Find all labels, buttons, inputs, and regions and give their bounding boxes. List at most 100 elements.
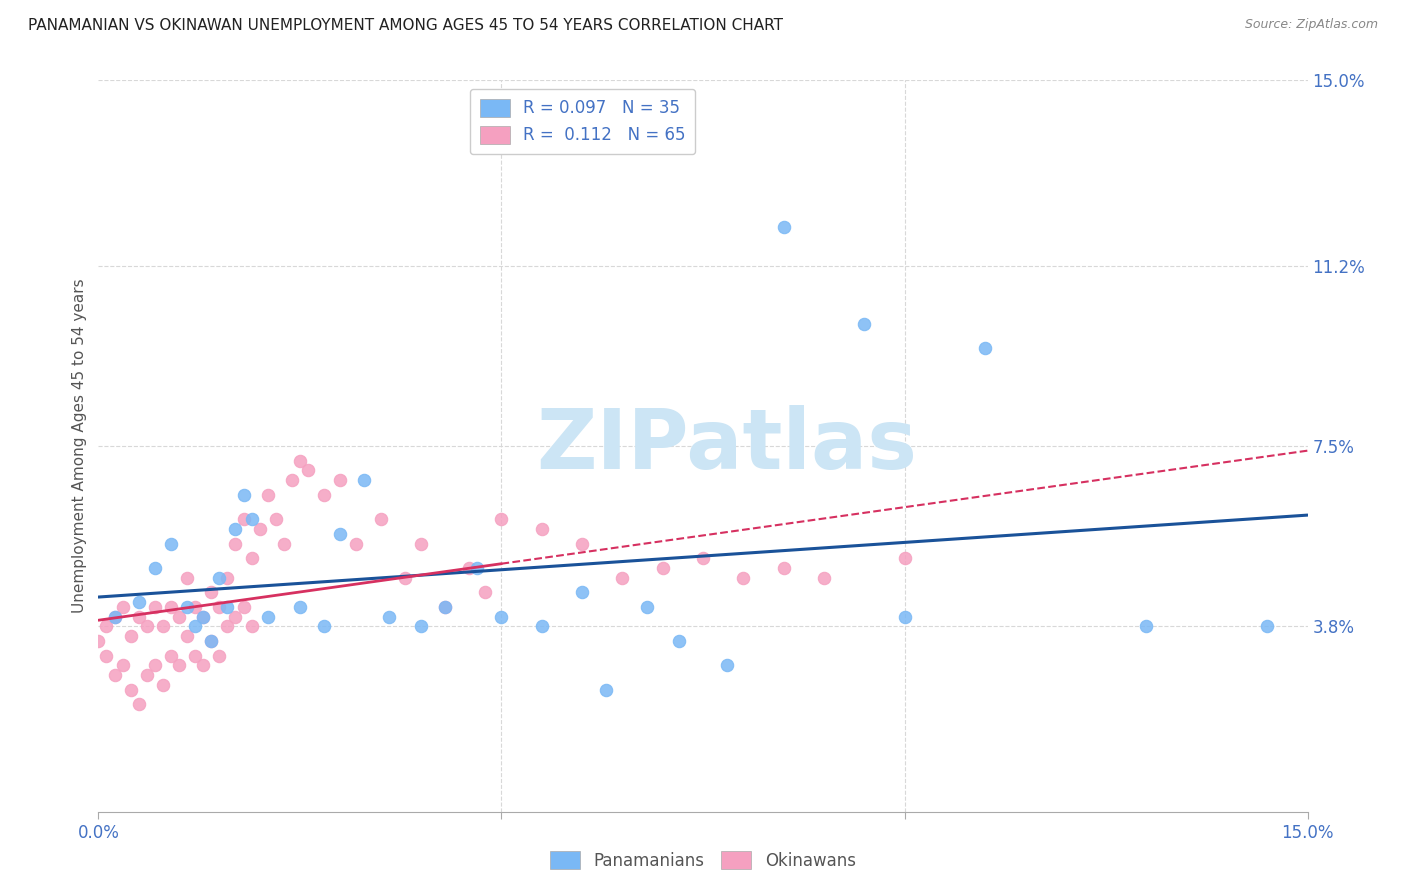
Point xyxy=(152,619,174,633)
Point xyxy=(200,585,222,599)
Point xyxy=(264,512,287,526)
Point xyxy=(772,561,794,575)
Point xyxy=(716,658,738,673)
Point xyxy=(571,585,593,599)
Point xyxy=(465,561,488,575)
Point xyxy=(530,619,553,633)
Point xyxy=(128,595,150,609)
Point xyxy=(135,619,157,633)
Point xyxy=(893,551,915,566)
Point xyxy=(167,609,190,624)
Point xyxy=(772,219,794,234)
Point xyxy=(111,599,134,614)
Point xyxy=(176,571,198,585)
Point xyxy=(853,317,876,331)
Point xyxy=(256,488,278,502)
Point xyxy=(733,571,755,585)
Point xyxy=(595,682,617,697)
Point xyxy=(184,648,207,663)
Point xyxy=(249,522,271,536)
Point xyxy=(530,522,553,536)
Point xyxy=(288,599,311,614)
Point xyxy=(232,488,254,502)
Point xyxy=(394,571,416,585)
Point xyxy=(974,342,997,356)
Point xyxy=(344,536,367,550)
Point xyxy=(160,536,183,550)
Point xyxy=(167,658,190,673)
Point xyxy=(224,536,246,550)
Point xyxy=(143,561,166,575)
Point xyxy=(152,678,174,692)
Point xyxy=(491,609,513,624)
Point xyxy=(193,658,215,673)
Point xyxy=(297,463,319,477)
Point xyxy=(217,619,239,633)
Point xyxy=(103,609,125,624)
Point xyxy=(160,648,183,663)
Point xyxy=(314,619,336,633)
Point xyxy=(434,599,457,614)
Point xyxy=(111,658,134,673)
Point xyxy=(208,599,231,614)
Point xyxy=(128,609,150,624)
Point xyxy=(240,512,263,526)
Point xyxy=(893,609,915,624)
Point xyxy=(813,571,835,585)
Point xyxy=(651,561,673,575)
Point xyxy=(120,629,142,643)
Point xyxy=(193,609,215,624)
Point xyxy=(103,668,125,682)
Point xyxy=(281,473,304,487)
Point xyxy=(224,522,246,536)
Point xyxy=(434,599,457,614)
Point xyxy=(240,551,263,566)
Point xyxy=(314,488,336,502)
Point xyxy=(135,668,157,682)
Text: ZIPatlas: ZIPatlas xyxy=(537,406,918,486)
Point xyxy=(329,526,352,541)
Point xyxy=(96,619,118,633)
Point xyxy=(329,473,352,487)
Point xyxy=(377,609,399,624)
Point xyxy=(474,585,496,599)
Point xyxy=(200,634,222,648)
Point xyxy=(256,609,278,624)
Point xyxy=(240,619,263,633)
Point xyxy=(232,599,254,614)
Point xyxy=(458,561,481,575)
Point xyxy=(200,634,222,648)
Point xyxy=(224,609,246,624)
Point xyxy=(1135,619,1157,633)
Point xyxy=(217,599,239,614)
Legend: Panamanians, Okinawans: Panamanians, Okinawans xyxy=(544,845,862,877)
Point xyxy=(87,634,110,648)
Point xyxy=(103,609,125,624)
Point xyxy=(668,634,690,648)
Point xyxy=(96,648,118,663)
Point xyxy=(232,512,254,526)
Text: Source: ZipAtlas.com: Source: ZipAtlas.com xyxy=(1244,18,1378,31)
Point xyxy=(288,453,311,467)
Point xyxy=(208,571,231,585)
Y-axis label: Unemployment Among Ages 45 to 54 years: Unemployment Among Ages 45 to 54 years xyxy=(72,278,87,614)
Point xyxy=(193,609,215,624)
Point xyxy=(143,658,166,673)
Point xyxy=(176,629,198,643)
Point xyxy=(571,536,593,550)
Point xyxy=(353,473,375,487)
Point xyxy=(176,599,198,614)
Point xyxy=(184,599,207,614)
Point xyxy=(612,571,634,585)
Point xyxy=(273,536,295,550)
Point xyxy=(184,619,207,633)
Text: PANAMANIAN VS OKINAWAN UNEMPLOYMENT AMONG AGES 45 TO 54 YEARS CORRELATION CHART: PANAMANIAN VS OKINAWAN UNEMPLOYMENT AMON… xyxy=(28,18,783,33)
Point xyxy=(409,619,432,633)
Point xyxy=(217,571,239,585)
Point xyxy=(143,599,166,614)
Point xyxy=(1256,619,1278,633)
Point xyxy=(128,698,150,712)
Point xyxy=(120,682,142,697)
Point xyxy=(636,599,658,614)
Point xyxy=(208,648,231,663)
